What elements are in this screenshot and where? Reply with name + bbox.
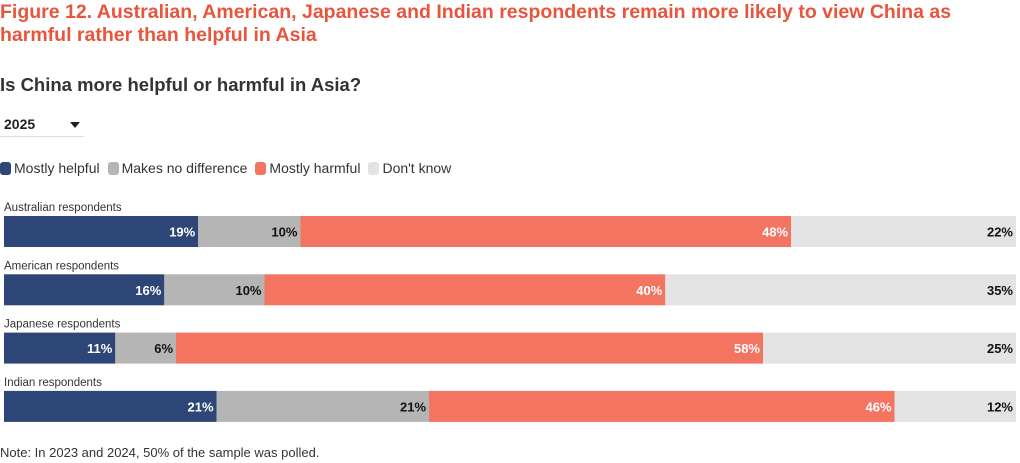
bar-segment[interactable]	[164, 274, 265, 306]
data-label: 6%	[154, 341, 173, 356]
legend-item[interactable]: Mostly helpful	[0, 160, 100, 176]
legend-swatch	[255, 161, 267, 175]
year-dropdown[interactable]: 2025	[0, 114, 84, 137]
data-label: 12%	[987, 399, 1013, 414]
bar-segment[interactable]	[300, 216, 792, 247]
legend-swatch	[107, 161, 119, 175]
bar-segment[interactable]	[763, 332, 1016, 364]
data-label: 21%	[187, 399, 213, 414]
bar-segment[interactable]	[429, 390, 895, 422]
chart-legend: Mostly helpful Makes no difference Mostly …	[0, 159, 459, 177]
footnote: Note: In 2023 and 2024, 50% of the sampl…	[0, 445, 320, 460]
legend-swatch	[0, 161, 11, 175]
data-label: 22%	[987, 225, 1013, 240]
legend-label: Makes no difference	[121, 160, 248, 176]
bar-segment[interactable]	[216, 390, 430, 422]
data-label: 35%	[987, 283, 1013, 298]
legend-item[interactable]: Mostly harmful	[255, 160, 360, 176]
bar-segment[interactable]	[665, 274, 1016, 306]
bar-segment[interactable]	[4, 274, 165, 306]
legend-label: Mostly helpful	[14, 160, 100, 176]
bar-segment[interactable]	[198, 216, 301, 247]
legend-swatch	[368, 161, 380, 175]
bar-segment[interactable]	[4, 216, 199, 247]
data-label: 10%	[271, 225, 297, 240]
data-label: 25%	[987, 341, 1013, 356]
bar-segment[interactable]	[264, 274, 666, 306]
data-label: 21%	[400, 399, 426, 414]
bar-segment[interactable]	[4, 390, 217, 422]
bar-segment[interactable]	[894, 390, 1016, 422]
legend-item[interactable]: Makes no difference	[107, 160, 248, 176]
bar-segment[interactable]	[115, 332, 177, 364]
bar-segment[interactable]	[791, 216, 1016, 247]
data-label: 58%	[734, 341, 760, 356]
category-label: American respondents	[4, 260, 119, 272]
data-label: 46%	[866, 399, 892, 414]
legend-item[interactable]: Don't know	[368, 160, 451, 176]
category-label: Japanese respondents	[4, 319, 121, 331]
figure-title: Figure 12. Australian, American, Japanes…	[0, 1, 952, 46]
bar-segment[interactable]	[4, 332, 116, 364]
bar-segment[interactable]	[176, 332, 764, 364]
chart-subtitle: Is China more helpful or harmful in Asia…	[0, 74, 362, 95]
data-label: 40%	[636, 283, 662, 298]
data-label: 10%	[235, 283, 261, 298]
stacked-bar-chart: Australian respondents 19% 10% 48% 22% Americ…	[4, 202, 1016, 422]
legend-label: Mostly harmful	[269, 160, 361, 176]
year-dropdown-value: 2025	[4, 116, 36, 132]
data-label: 48%	[762, 225, 788, 240]
data-label: 11%	[87, 341, 113, 356]
data-label: 16%	[135, 283, 161, 298]
category-label: Indian respondents	[4, 377, 102, 389]
legend-label: Don't know	[382, 160, 452, 176]
data-label: 19%	[169, 225, 195, 240]
category-label: Australian respondents	[4, 202, 122, 214]
chevron-down-icon	[70, 122, 80, 128]
